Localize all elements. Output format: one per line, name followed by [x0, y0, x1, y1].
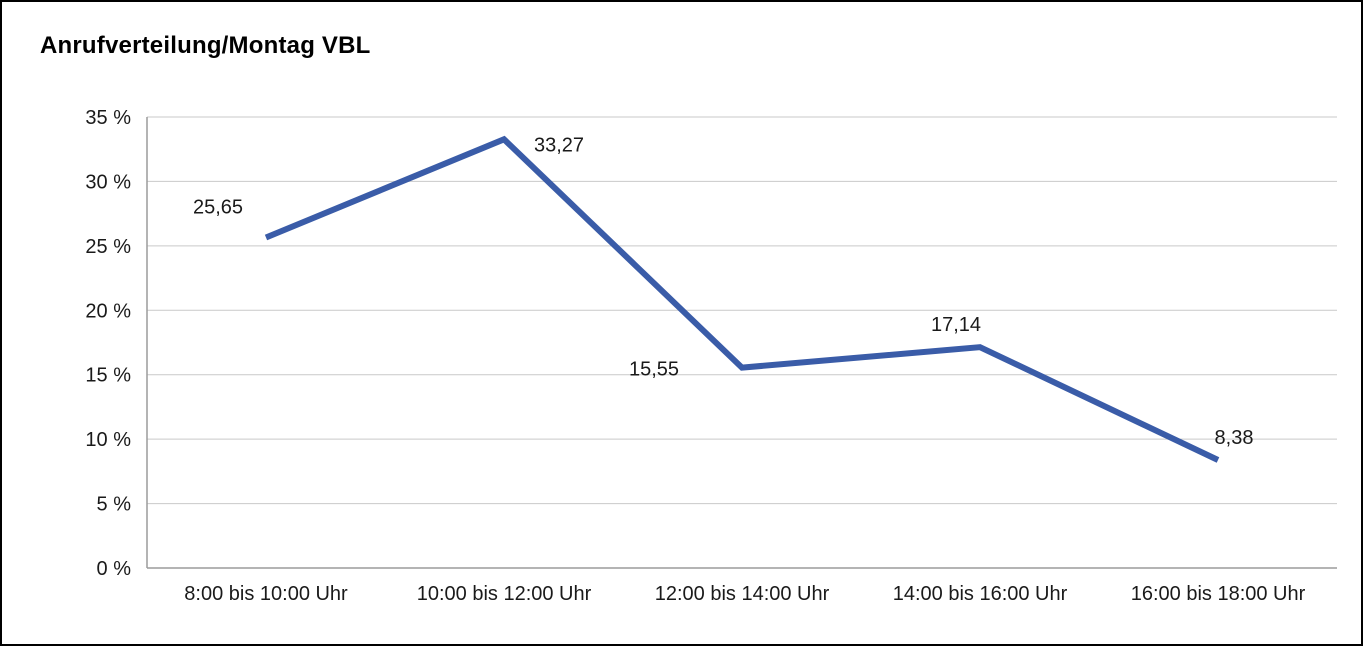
- line-chart-canvas: 0 % 5 % 10 % 15 % 20 % 25 % 30 % 35 % 8:00 bis 1…: [85, 107, 1337, 605]
- x-tick-label: 16:00 bis 18:00 Uhr: [1131, 583, 1306, 605]
- point-label: 17,14: [931, 314, 981, 336]
- x-tick-label: 10:00 bis 12:00 Uhr: [417, 583, 592, 605]
- point-label: 8,38: [1215, 427, 1254, 449]
- x-tick-label: 8:00 bis 10:00 Uhr: [184, 583, 348, 605]
- x-tick-label: 14:00 bis 16:00 Uhr: [893, 583, 1068, 605]
- chart-title: Anrufverteilung/Montag VBL: [40, 32, 371, 59]
- y-tick-label: 35 %: [85, 107, 131, 129]
- point-label: 33,27: [534, 134, 584, 156]
- y-tick-label: 5 %: [97, 494, 132, 516]
- x-tick-label: 12:00 bis 14:00 Uhr: [655, 583, 830, 605]
- y-tick-label: 0 %: [97, 558, 132, 580]
- y-tick-label: 10 %: [85, 429, 131, 451]
- y-tick-label: 20 %: [85, 300, 131, 322]
- series-line: [264, 135, 1220, 463]
- point-label: 15,55: [629, 359, 679, 381]
- y-tick-label: 15 %: [85, 365, 131, 387]
- point-label: 25,65: [193, 196, 243, 218]
- y-tick-label: 25 %: [85, 236, 131, 258]
- y-tick-label: 30 %: [85, 171, 131, 193]
